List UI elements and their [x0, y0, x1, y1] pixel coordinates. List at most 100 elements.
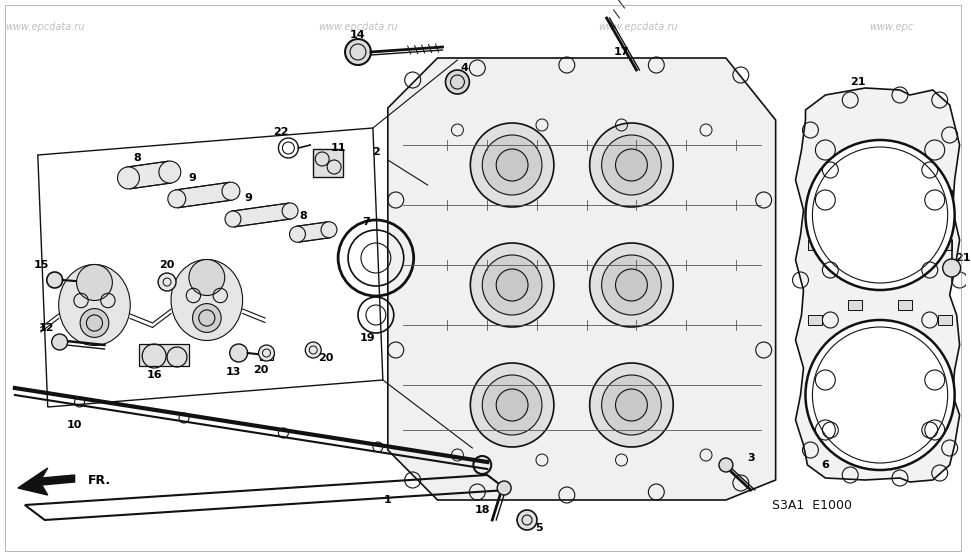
Circle shape: [483, 135, 542, 195]
Polygon shape: [795, 88, 959, 482]
Circle shape: [616, 149, 648, 181]
Polygon shape: [17, 468, 75, 495]
Circle shape: [51, 334, 68, 350]
Circle shape: [806, 140, 954, 290]
Text: 1: 1: [384, 495, 391, 505]
Ellipse shape: [58, 265, 130, 345]
Circle shape: [470, 363, 553, 447]
Text: www.epc: www.epc: [869, 22, 913, 32]
Circle shape: [258, 345, 275, 361]
Circle shape: [616, 389, 648, 421]
Bar: [938, 190, 952, 200]
Circle shape: [225, 211, 241, 227]
Circle shape: [943, 259, 960, 277]
Circle shape: [321, 222, 337, 238]
Circle shape: [602, 135, 661, 195]
Circle shape: [47, 272, 63, 288]
Circle shape: [483, 375, 542, 435]
Text: www.epcdata.ru: www.epcdata.ru: [318, 22, 398, 32]
Bar: [898, 300, 912, 310]
Circle shape: [305, 342, 321, 358]
Bar: [139, 344, 189, 366]
Polygon shape: [387, 58, 776, 500]
Text: 15: 15: [34, 260, 50, 270]
Text: 10: 10: [67, 420, 83, 430]
Bar: [296, 222, 330, 242]
Circle shape: [230, 344, 248, 362]
Text: 11: 11: [330, 143, 346, 153]
Circle shape: [345, 39, 371, 65]
Text: FR.: FR.: [87, 474, 111, 486]
Circle shape: [602, 255, 661, 315]
Ellipse shape: [171, 260, 243, 340]
Circle shape: [77, 265, 113, 300]
Bar: [938, 315, 952, 325]
Bar: [809, 190, 822, 200]
Text: 5: 5: [535, 523, 543, 533]
Text: 20: 20: [318, 353, 334, 363]
Bar: [176, 182, 232, 208]
Bar: [314, 149, 343, 177]
Text: 12: 12: [39, 323, 54, 333]
Bar: [127, 161, 171, 189]
Bar: [259, 350, 274, 360]
Circle shape: [497, 481, 511, 495]
Circle shape: [446, 70, 469, 94]
Circle shape: [518, 510, 537, 530]
Text: 9: 9: [188, 173, 196, 183]
Text: 8: 8: [133, 153, 141, 163]
Circle shape: [168, 190, 185, 208]
Circle shape: [158, 273, 176, 291]
Circle shape: [589, 243, 673, 327]
Circle shape: [719, 458, 733, 472]
Text: 7: 7: [362, 217, 370, 227]
Text: 4: 4: [460, 63, 468, 73]
Text: www.epcdata.ru: www.epcdata.ru: [599, 22, 678, 32]
Circle shape: [289, 226, 306, 242]
Text: 17: 17: [614, 47, 629, 57]
Circle shape: [806, 320, 954, 470]
Bar: [938, 240, 952, 250]
Circle shape: [192, 304, 221, 332]
Text: www.epcdata.ru: www.epcdata.ru: [5, 22, 84, 32]
Circle shape: [283, 203, 298, 219]
Text: 16: 16: [147, 370, 162, 380]
Text: 14: 14: [351, 30, 366, 40]
Text: 18: 18: [475, 505, 490, 515]
Circle shape: [189, 260, 224, 295]
Circle shape: [589, 363, 673, 447]
Text: 20: 20: [252, 365, 268, 375]
Circle shape: [81, 309, 109, 337]
Bar: [176, 182, 232, 208]
Circle shape: [496, 269, 528, 301]
Text: 6: 6: [821, 460, 829, 470]
Circle shape: [117, 167, 140, 189]
Text: 21: 21: [954, 253, 970, 263]
Text: 2: 2: [372, 147, 380, 157]
Circle shape: [470, 243, 553, 327]
Bar: [849, 300, 862, 310]
Circle shape: [496, 389, 528, 421]
Bar: [127, 161, 171, 189]
Bar: [809, 315, 822, 325]
Circle shape: [616, 269, 648, 301]
Text: 19: 19: [360, 333, 376, 343]
Bar: [232, 203, 291, 227]
Text: 22: 22: [273, 127, 288, 137]
Text: S3A1  E1000: S3A1 E1000: [773, 499, 853, 513]
Bar: [296, 222, 330, 242]
Text: 13: 13: [226, 367, 242, 377]
Circle shape: [589, 123, 673, 207]
Circle shape: [159, 161, 181, 183]
Circle shape: [496, 149, 528, 181]
Circle shape: [483, 255, 542, 315]
Text: 21: 21: [851, 77, 866, 87]
Text: 8: 8: [299, 211, 307, 221]
Bar: [232, 203, 291, 227]
Bar: [84, 278, 95, 286]
Text: 20: 20: [159, 260, 175, 270]
Circle shape: [602, 375, 661, 435]
Circle shape: [470, 123, 553, 207]
Circle shape: [222, 182, 240, 200]
Text: 3: 3: [747, 453, 754, 463]
